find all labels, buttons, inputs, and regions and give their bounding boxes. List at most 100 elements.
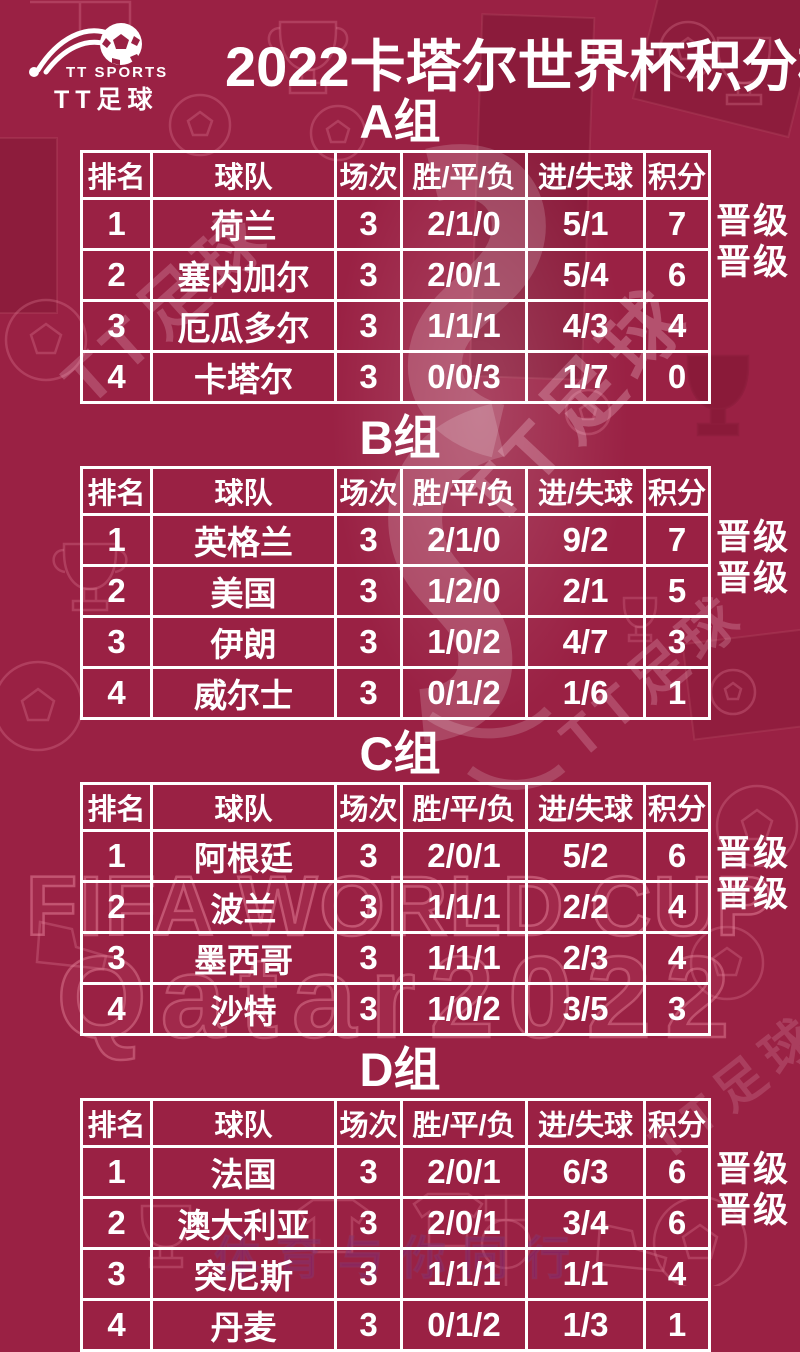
col-header-played: 场次 (334, 1098, 403, 1148)
cell-played: 3 (334, 513, 403, 567)
cell-rank: 2 (80, 1196, 153, 1250)
cell-played: 3 (334, 829, 403, 883)
table-row: 1 英格兰 3 2/1/0 9/2 7 (80, 513, 711, 567)
cell-team: 厄瓜多尔 (150, 299, 337, 353)
group-section-c: C组 排名 球队 场次 胜/平/负 进/失球 积分 1 阿根廷 3 (0, 730, 800, 1036)
cell-points: 4 (643, 880, 711, 934)
cell-played: 3 (334, 1145, 403, 1199)
col-header-rank: 排名 (80, 1098, 153, 1148)
cell-team: 澳大利亚 (150, 1196, 337, 1250)
cell-rank: 4 (80, 666, 153, 720)
cell-rank: 1 (80, 1145, 153, 1199)
standings-table: 排名 球队 场次 胜/平/负 进/失球 积分 1 阿根廷 3 2/0/1 5/2… (80, 782, 711, 1036)
cell-team: 法国 (150, 1145, 337, 1199)
cell-played: 3 (334, 982, 403, 1036)
table-header-row: 排名 球队 场次 胜/平/负 进/失球 积分 (80, 782, 711, 832)
cell-wdl: 1/0/2 (400, 982, 528, 1036)
advance-badge: 晋级 (716, 559, 791, 598)
standings-table: 排名 球队 场次 胜/平/负 进/失球 积分 1 荷兰 3 2/1/0 5/1 … (80, 150, 711, 404)
col-header-team: 球队 (150, 1098, 337, 1148)
col-header-rank: 排名 (80, 782, 153, 832)
col-header-points: 积分 (643, 466, 711, 516)
cell-rank: 3 (80, 299, 153, 353)
cell-rank: 4 (80, 982, 153, 1036)
cell-wdl: 1/1/1 (400, 880, 528, 934)
cell-goals: 2/2 (525, 880, 646, 934)
table-row: 3 突尼斯 3 1/1/1 1/1 4 (80, 1247, 711, 1301)
cell-wdl: 2/1/0 (400, 513, 528, 567)
table-row: 1 法国 3 2/0/1 6/3 6 (80, 1145, 711, 1199)
cell-points: 5 (643, 564, 711, 618)
cell-goals: 5/2 (525, 829, 646, 883)
cell-team: 威尔士 (150, 666, 337, 720)
table-header-row: 排名 球队 场次 胜/平/负 进/失球 积分 (80, 466, 711, 516)
cell-points: 4 (643, 299, 711, 353)
col-header-wdl: 胜/平/负 (400, 1098, 528, 1148)
cell-team: 波兰 (150, 880, 337, 934)
cell-goals: 4/3 (525, 299, 646, 353)
advance-badge: 晋级 (716, 243, 791, 282)
table-row: 2 塞内加尔 3 2/0/1 5/4 6 (80, 248, 711, 302)
cell-played: 3 (334, 666, 403, 720)
cell-team: 阿根廷 (150, 829, 337, 883)
advance-badge: 晋级 (716, 1150, 791, 1189)
cell-played: 3 (334, 350, 403, 404)
advance-badge: 晋级 (716, 834, 791, 873)
col-header-played: 场次 (334, 150, 403, 200)
cell-wdl: 1/2/0 (400, 564, 528, 618)
cell-played: 3 (334, 299, 403, 353)
cell-points: 7 (643, 513, 711, 567)
cell-wdl: 2/0/1 (400, 1196, 528, 1250)
cell-team: 美国 (150, 564, 337, 618)
advance-badge: 晋级 (716, 518, 791, 557)
logo-text-en: TT SPORTS (66, 64, 169, 81)
cell-rank: 4 (80, 1298, 153, 1352)
soccer-ball-swoosh-icon (29, 23, 142, 77)
cell-points: 6 (643, 1196, 711, 1250)
cell-wdl: 0/1/2 (400, 1298, 528, 1352)
cell-rank: 1 (80, 197, 153, 251)
group-title: D组 (359, 1043, 441, 1096)
cell-goals: 1/1 (525, 1247, 646, 1301)
cell-rank: 1 (80, 513, 153, 567)
col-header-goals: 进/失球 (525, 466, 646, 516)
group-title: C组 (359, 727, 441, 780)
col-header-team: 球队 (150, 150, 337, 200)
cell-played: 3 (334, 197, 403, 251)
cell-rank: 3 (80, 931, 153, 985)
page-title: 2022卡塔尔世界杯积分榜 (225, 35, 800, 98)
cell-played: 3 (334, 931, 403, 985)
tt-sports-logo: TT SPORTS TT足球 (24, 8, 229, 114)
col-header-wdl: 胜/平/负 (400, 150, 528, 200)
advance-badge: 晋级 (716, 875, 791, 914)
cell-goals: 1/7 (525, 350, 646, 404)
table-row: 2 波兰 3 1/1/1 2/2 4 (80, 880, 711, 934)
cell-wdl: 0/0/3 (400, 350, 528, 404)
group-table-wrap: 排名 球队 场次 胜/平/负 进/失球 积分 1 法国 3 2/0/1 6/3 … (0, 1098, 800, 1352)
cell-goals: 3/5 (525, 982, 646, 1036)
group-table-wrap: 排名 球队 场次 胜/平/负 进/失球 积分 1 英格兰 3 2/1/0 9/2… (0, 466, 800, 720)
cell-played: 3 (334, 1298, 403, 1352)
group-section-a: A组 排名 球队 场次 胜/平/负 进/失球 积分 1 荷兰 3 (0, 98, 800, 404)
col-header-rank: 排名 (80, 150, 153, 200)
cell-team: 英格兰 (150, 513, 337, 567)
cell-played: 3 (334, 615, 403, 669)
group-section-b: B组 排名 球队 场次 胜/平/负 进/失球 积分 1 英格兰 3 (0, 414, 800, 720)
cell-points: 3 (643, 982, 711, 1036)
cell-points: 4 (643, 931, 711, 985)
cell-goals: 5/1 (525, 197, 646, 251)
table-row: 1 荷兰 3 2/1/0 5/1 7 (80, 197, 711, 251)
cell-rank: 2 (80, 564, 153, 618)
cell-team: 突尼斯 (150, 1247, 337, 1301)
col-header-points: 积分 (643, 1098, 711, 1148)
col-header-played: 场次 (334, 466, 403, 516)
group-title: A组 (359, 95, 441, 148)
cell-played: 3 (334, 564, 403, 618)
cell-goals: 2/3 (525, 931, 646, 985)
cell-team: 墨西哥 (150, 931, 337, 985)
col-header-points: 积分 (643, 782, 711, 832)
advance-badge: 晋级 (716, 1191, 791, 1230)
cell-played: 3 (334, 1247, 403, 1301)
col-header-wdl: 胜/平/负 (400, 466, 528, 516)
cell-goals: 5/4 (525, 248, 646, 302)
